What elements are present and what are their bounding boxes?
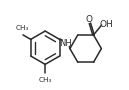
- Text: O: O: [86, 15, 93, 24]
- Text: CH₃: CH₃: [15, 25, 29, 31]
- Text: OH: OH: [99, 20, 113, 29]
- Text: NH: NH: [59, 39, 72, 48]
- Text: CH₃: CH₃: [38, 77, 52, 83]
